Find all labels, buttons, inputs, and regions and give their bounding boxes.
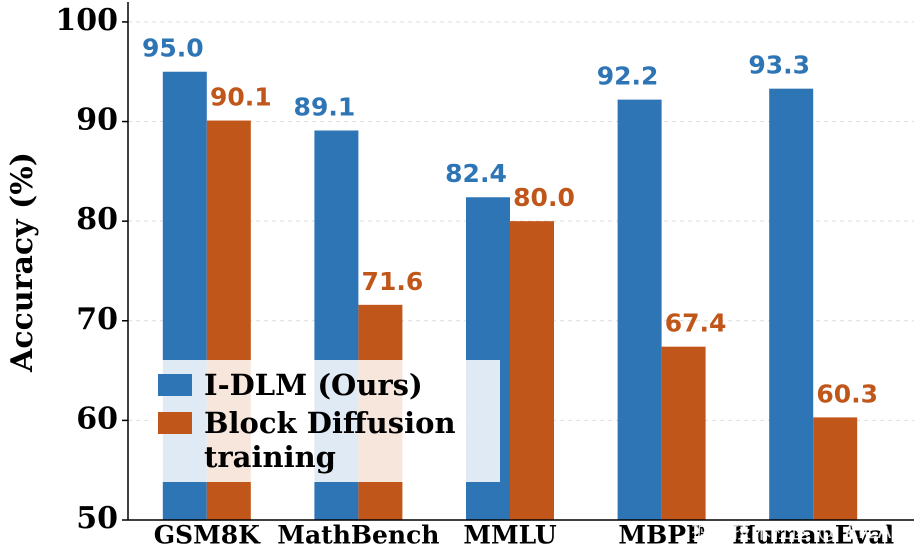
value-label: 89.1 [294, 93, 356, 122]
legend: I-DLM (Ours) Block Diffusion training [148, 360, 500, 482]
legend-swatch [158, 374, 192, 396]
value-label: 60.3 [816, 379, 878, 408]
y-tick-label: 70 [76, 302, 118, 337]
value-label: 95.0 [142, 34, 204, 63]
legend-swatch [158, 412, 192, 434]
bar [769, 88, 814, 521]
legend-item: I-DLM (Ours) [154, 368, 494, 402]
x-tick-label: MMLU [463, 521, 557, 550]
y-axis-label: Accuracy (%) [5, 152, 40, 373]
value-label: 67.4 [665, 309, 727, 338]
bar [813, 417, 858, 520]
bar [617, 99, 662, 520]
legend-label: Block Diffusion training [204, 406, 456, 474]
x-tick-label: MBPP [618, 521, 705, 550]
value-label: 93.3 [748, 51, 810, 80]
y-tick-label: 90 [76, 103, 118, 138]
y-tick-label: 50 [76, 501, 118, 536]
x-tick-label: MathBench [277, 521, 439, 550]
y-tick-label: 100 [55, 3, 118, 38]
value-label: 90.1 [210, 83, 272, 112]
watermark: 掘金技术社区 @ AICAT [691, 519, 902, 543]
value-label: 80.0 [513, 183, 575, 212]
value-label: 92.2 [597, 62, 659, 91]
bar [661, 346, 706, 520]
bar [510, 221, 554, 520]
legend-item: Block Diffusion training [154, 406, 494, 474]
x-tick-label: HumanEval [732, 521, 894, 550]
legend-label: I-DLM (Ours) [204, 368, 423, 402]
value-label: 82.4 [445, 159, 507, 188]
y-tick-label: 80 [76, 202, 118, 237]
y-tick-label: 60 [76, 401, 118, 436]
value-label: 71.6 [362, 267, 424, 296]
x-tick-label: GSM8K [154, 521, 261, 550]
